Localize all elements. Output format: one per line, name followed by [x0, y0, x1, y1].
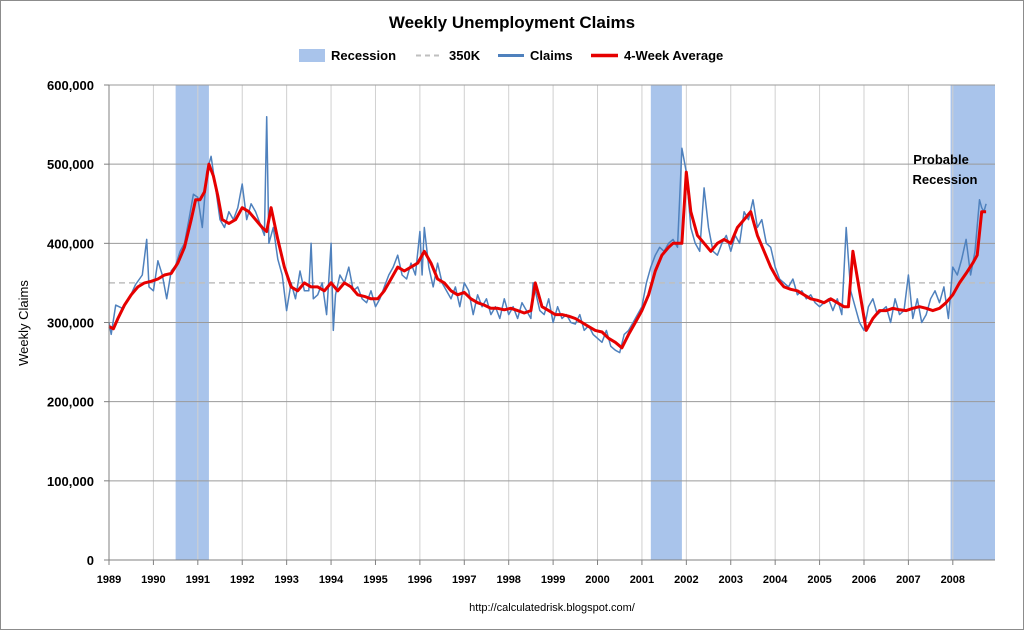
x-tick-label: 1998 — [496, 574, 520, 586]
legend-swatch-recession — [299, 49, 325, 62]
x-tick-label: 2005 — [807, 574, 831, 586]
annotation-recession: Recession — [912, 172, 977, 187]
x-tick-label: 1995 — [363, 574, 387, 586]
y-tick-label: 0 — [87, 553, 94, 568]
legend: Recession 350K Claims 4-Week Average — [299, 48, 723, 63]
source-credit: http://calculatedrisk.blogspot.com/ — [469, 602, 636, 614]
chart-title: Weekly Unemployment Claims — [389, 13, 635, 32]
x-tick-labels: 1989 1990 1991 1992 1993 1994 1995 1996 1997 1998… — [97, 574, 965, 586]
y-tick-label: 100,000 — [47, 474, 94, 489]
annotation-probable: Probable — [913, 152, 969, 167]
y-tick-label: 600,000 — [47, 78, 94, 93]
y-tick-label: 500,000 — [47, 157, 94, 172]
y-tick-labels: 0 100,000 200,000 300,000 400,000 500,000 600,… — [47, 78, 94, 568]
y-tick-label: 400,000 — [47, 236, 94, 251]
y-axis-label: Weekly Claims — [16, 280, 31, 366]
y-tick-label: 300,000 — [47, 316, 94, 331]
x-tick-label: 1991 — [186, 574, 210, 586]
x-tick-label: 1999 — [541, 574, 565, 586]
y-tick-label: 200,000 — [47, 395, 94, 410]
x-tick-label: 1993 — [274, 574, 298, 586]
series-line-claims — [108, 115, 987, 354]
x-tick-label: 1990 — [141, 574, 165, 586]
axes — [104, 84, 995, 565]
x-tick-label: 2003 — [719, 574, 743, 586]
x-tick-label: 1996 — [408, 574, 432, 586]
gridlines — [109, 84, 995, 560]
legend-label-350k: 350K — [449, 48, 481, 63]
x-tick-label: 1992 — [230, 574, 254, 586]
x-tick-label: 1994 — [319, 574, 344, 586]
x-tick-label: 2002 — [674, 574, 698, 586]
legend-label-recession: Recession — [331, 48, 396, 63]
x-tick-label: 2008 — [941, 574, 965, 586]
x-tick-label: 2004 — [763, 574, 788, 586]
x-tick-label: 2007 — [896, 574, 920, 586]
x-tick-label: 1997 — [452, 574, 476, 586]
x-tick-label: 2001 — [630, 574, 654, 586]
x-tick-label: 1989 — [97, 574, 121, 586]
x-tick-label: 2006 — [852, 574, 876, 586]
x-tick-label: 2000 — [585, 574, 609, 586]
legend-label-claims: Claims — [530, 48, 573, 63]
legend-label-average: 4-Week Average — [624, 48, 723, 63]
series-line-4-week-average — [108, 162, 987, 350]
